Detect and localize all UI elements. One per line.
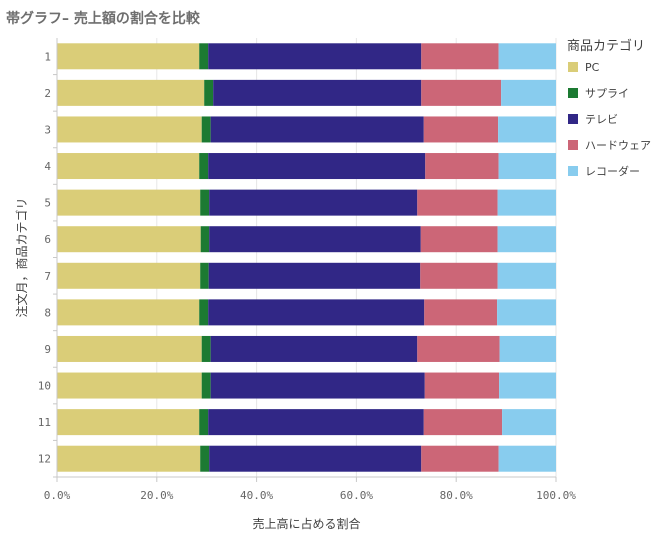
y-tick-label: 10 (38, 380, 51, 393)
legend-title: 商品カテゴリ (567, 38, 645, 54)
bar-segment (57, 153, 200, 180)
bar-segment (57, 409, 200, 436)
bar-segment (201, 335, 211, 362)
bar-segment (200, 189, 210, 216)
x-tick-label: 0.0% (44, 489, 71, 502)
y-tick-label: 4 (44, 160, 51, 173)
bar-segment (213, 79, 422, 106)
bar-segment (421, 79, 502, 106)
legend-swatch (568, 166, 578, 176)
bar-segment (420, 226, 498, 253)
bar-segment (57, 226, 201, 253)
bar-segment (498, 445, 556, 472)
bar-segment (57, 372, 202, 399)
bar-segment (497, 262, 556, 289)
bar-segment (57, 116, 202, 143)
x-tick-label: 20.0% (140, 489, 173, 502)
bar-segment (423, 409, 503, 436)
bar-segment (501, 79, 556, 106)
bar-segment (424, 372, 500, 399)
legend-label: サプライ (585, 87, 629, 100)
bar-segment (57, 189, 201, 216)
bar-segment (424, 299, 498, 326)
y-tick-label: 3 (44, 123, 51, 136)
bar-segment (421, 445, 499, 472)
bar-segment (200, 226, 210, 253)
legend-swatch (568, 62, 578, 72)
bar-segment (199, 409, 209, 436)
bar-segment (208, 299, 425, 326)
bar-segment (498, 116, 556, 143)
bar-segment (502, 409, 556, 436)
legend-label: PC (585, 61, 600, 74)
bar-segment (210, 116, 424, 143)
bar-segment (417, 189, 498, 216)
bar-segment (208, 43, 422, 70)
bar-segment (498, 43, 556, 70)
y-tick-label: 12 (38, 453, 51, 466)
y-tick-label: 9 (44, 343, 51, 356)
bar-segment (201, 372, 211, 399)
bar-segment (497, 189, 556, 216)
bar-segment (57, 79, 205, 106)
bar-segment (57, 262, 201, 289)
bar-segment (57, 43, 200, 70)
bar-segment (57, 335, 202, 362)
bar-segment (499, 372, 556, 399)
y-tick-label: 1 (44, 50, 51, 63)
bar-segment (199, 153, 209, 180)
y-axis-title: 注文月，商品カテゴリ (14, 197, 29, 317)
bar-segment (208, 153, 426, 180)
bar-segment (498, 153, 556, 180)
legend-label: テレビ (585, 113, 618, 126)
legend-label: ハードウェア (585, 139, 651, 152)
bar-segment (210, 372, 425, 399)
bar-segment (57, 299, 200, 326)
y-tick-label: 11 (38, 416, 51, 429)
bar-segment (200, 445, 210, 472)
bar-segment (497, 226, 556, 253)
x-tick-label: 100.0% (536, 489, 576, 502)
bar-segment (209, 445, 422, 472)
bar-segment (208, 262, 421, 289)
y-tick-label: 7 (44, 270, 51, 283)
y-tick-label: 6 (44, 233, 51, 246)
bar-segment (209, 189, 418, 216)
y-tick-label: 8 (44, 306, 51, 319)
x-tick-label: 60.0% (340, 489, 373, 502)
x-tick-labels: 0.0% 20.0% 40.0% 60.0% 80.0% 100.0% (44, 489, 576, 502)
bar-segment (499, 335, 556, 362)
bar-segment (209, 226, 421, 253)
bar-segment (200, 262, 209, 289)
bar-segment (208, 409, 424, 436)
chart-title: 帯グラフ– 売上額の割合を比較 (6, 11, 200, 27)
bar-segment (201, 116, 211, 143)
legend-swatch (568, 88, 578, 98)
bar-segment (420, 262, 498, 289)
legend-swatch (568, 114, 578, 124)
bar-segment (199, 43, 209, 70)
legend-swatch (568, 140, 578, 150)
bar-segment (204, 79, 214, 106)
legend-label: レコーダー (585, 164, 640, 178)
y-tick-label: 5 (44, 197, 51, 210)
bar-segment (421, 43, 499, 70)
x-axis-title: 売上高に占める割合 (252, 516, 360, 531)
bar-segment (497, 299, 556, 326)
x-tick-label: 80.0% (440, 489, 473, 502)
axes (53, 38, 557, 482)
bar-segment (199, 299, 209, 326)
bars (57, 43, 556, 472)
bar-segment (210, 335, 418, 362)
y-tick-label: 2 (44, 87, 51, 100)
x-tick-label: 40.0% (240, 489, 273, 502)
bar-segment (423, 116, 499, 143)
bar-segment (417, 335, 500, 362)
bar-segment (425, 153, 499, 180)
bar-segment (57, 445, 201, 472)
